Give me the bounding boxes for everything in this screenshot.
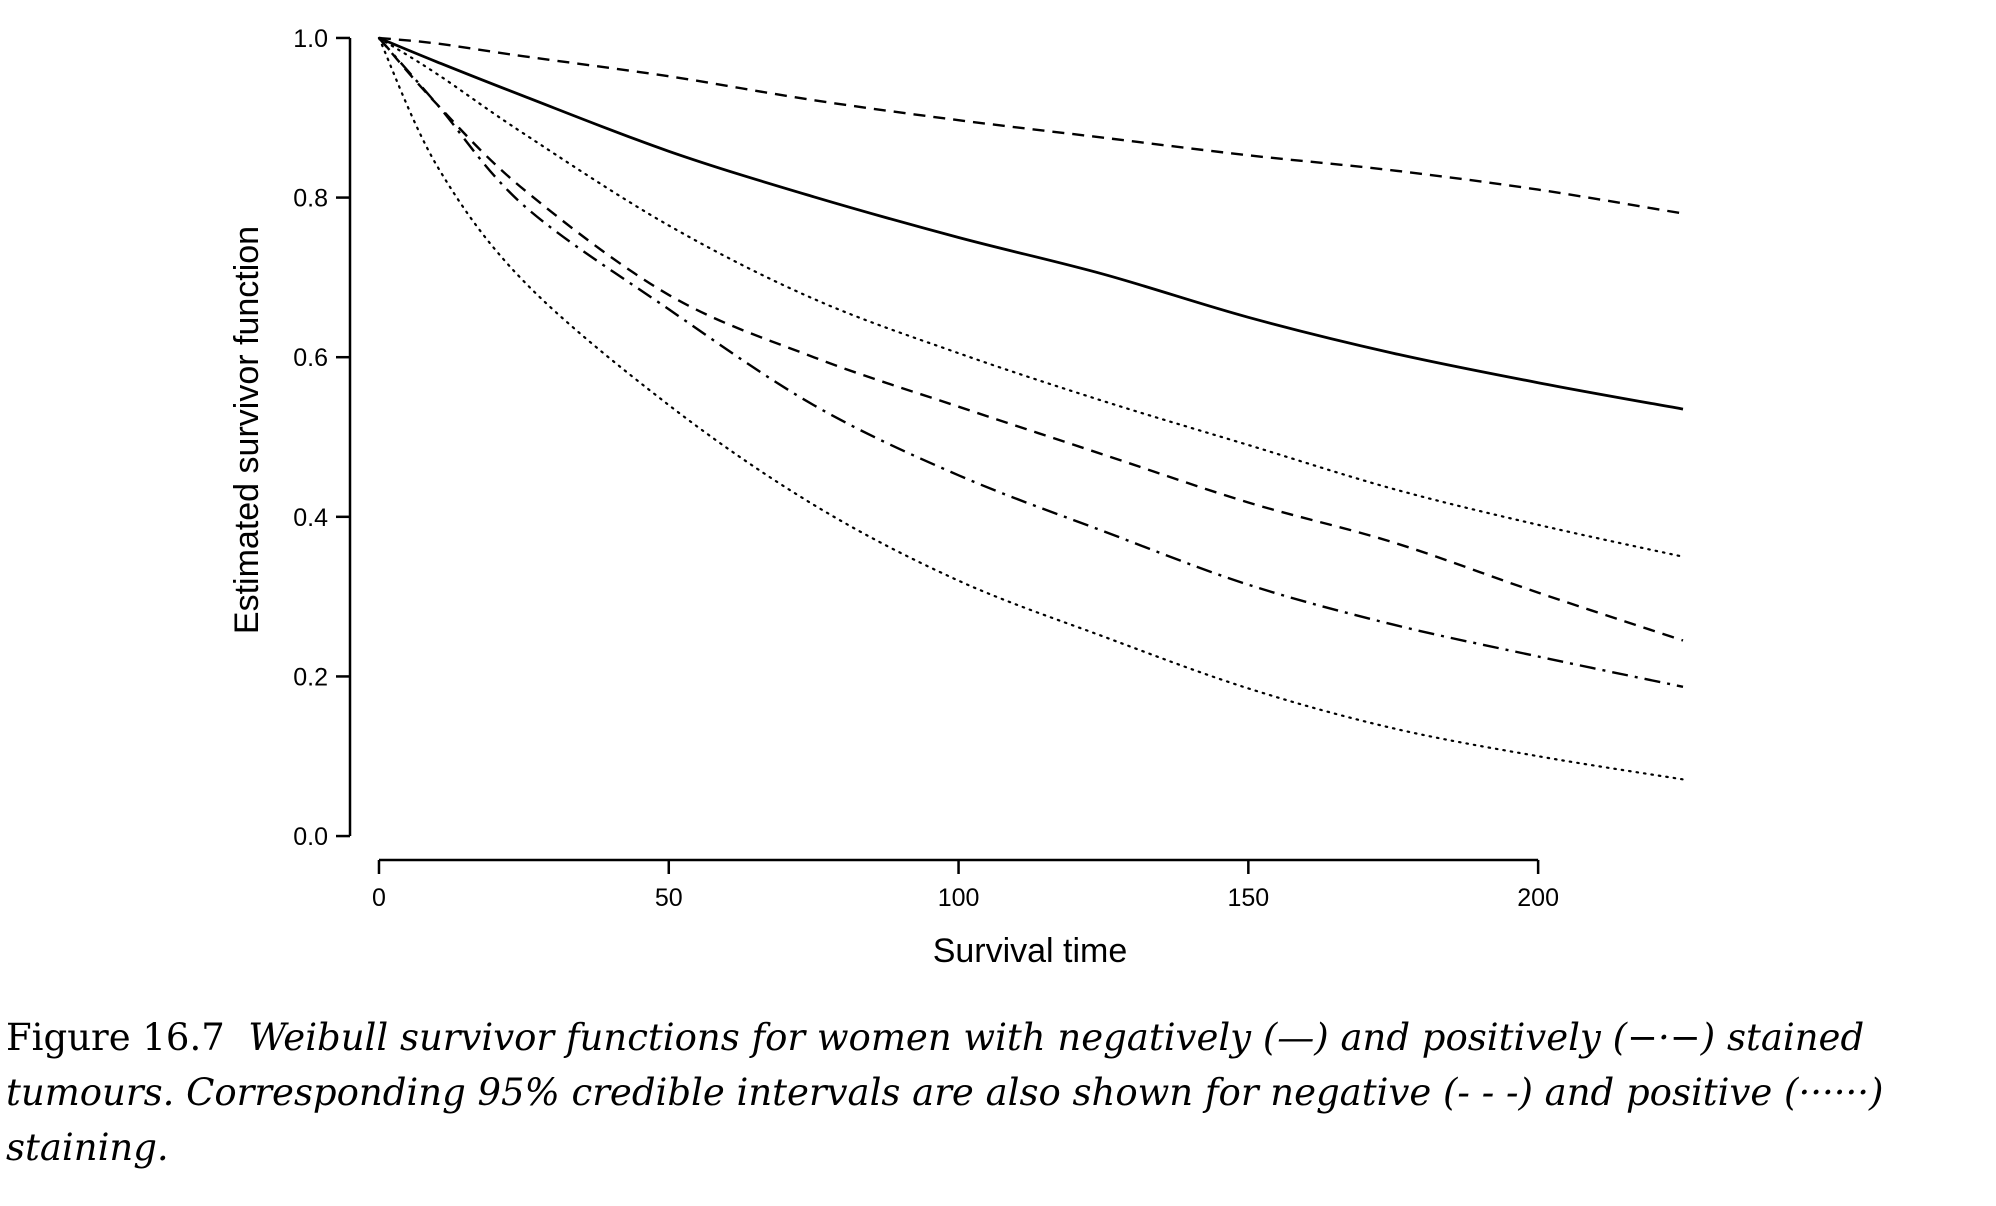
series-line-dashed-4 [378, 37, 1684, 642]
caption-label: Figure 16.7 [6, 1016, 225, 1059]
y-tick-label: 0.8 [293, 185, 328, 213]
x-axis-title: Survival time [933, 932, 1128, 970]
x-tick-label: 50 [655, 884, 683, 912]
series-line-dotted-3 [377, 36, 1685, 558]
y-axis: 0.0 0.2 0.4 0.6 0.8 1.0 [293, 25, 352, 851]
y-tick-label: 0.2 [293, 663, 328, 691]
series-line-solid-1 [378, 36, 1684, 411]
figure-caption: Figure 16.7 Weibull survivor functions f… [6, 1010, 1991, 1175]
x-tick-label: 150 [1227, 884, 1269, 912]
y-tick-label: 0.0 [293, 823, 328, 851]
x-tick-label: 0 [372, 884, 386, 912]
y-axis-title: Estimated survivor function [228, 226, 266, 634]
series-line-dotted-6 [377, 36, 1685, 781]
series-lines [377, 36, 1685, 781]
x-axis: 0 50 100 150 200 [372, 858, 1559, 912]
survival-chart: 0.0 0.2 0.4 0.6 0.8 1.0 0 50 100 150 200 Survival… [228, 25, 1685, 970]
y-tick-label: 1.0 [293, 25, 328, 53]
y-tick-label: 0.6 [293, 344, 328, 372]
series-line-dashdot-5 [378, 37, 1684, 688]
x-tick-label: 100 [938, 884, 980, 912]
y-tick-label: 0.4 [293, 504, 328, 532]
series-line-dashed-2 [378, 36, 1684, 215]
x-tick-label: 200 [1517, 884, 1559, 912]
caption-text: Weibull survivor functions for women wit… [6, 1016, 1884, 1169]
